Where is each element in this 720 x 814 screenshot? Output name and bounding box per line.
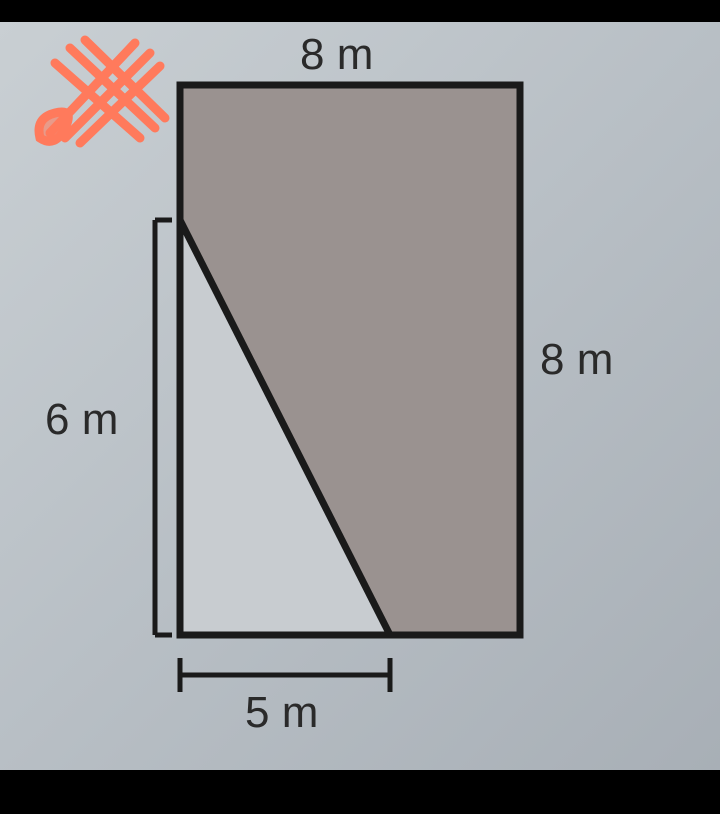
bottom-label: 5 m xyxy=(245,688,318,738)
left-bracket xyxy=(155,220,172,635)
left-label: 6 m xyxy=(45,395,118,445)
bottom-measure-bar xyxy=(180,658,390,692)
scribble-annotation xyxy=(0,18,200,198)
top-label: 8 m xyxy=(300,30,373,80)
right-label: 8 m xyxy=(540,335,613,385)
